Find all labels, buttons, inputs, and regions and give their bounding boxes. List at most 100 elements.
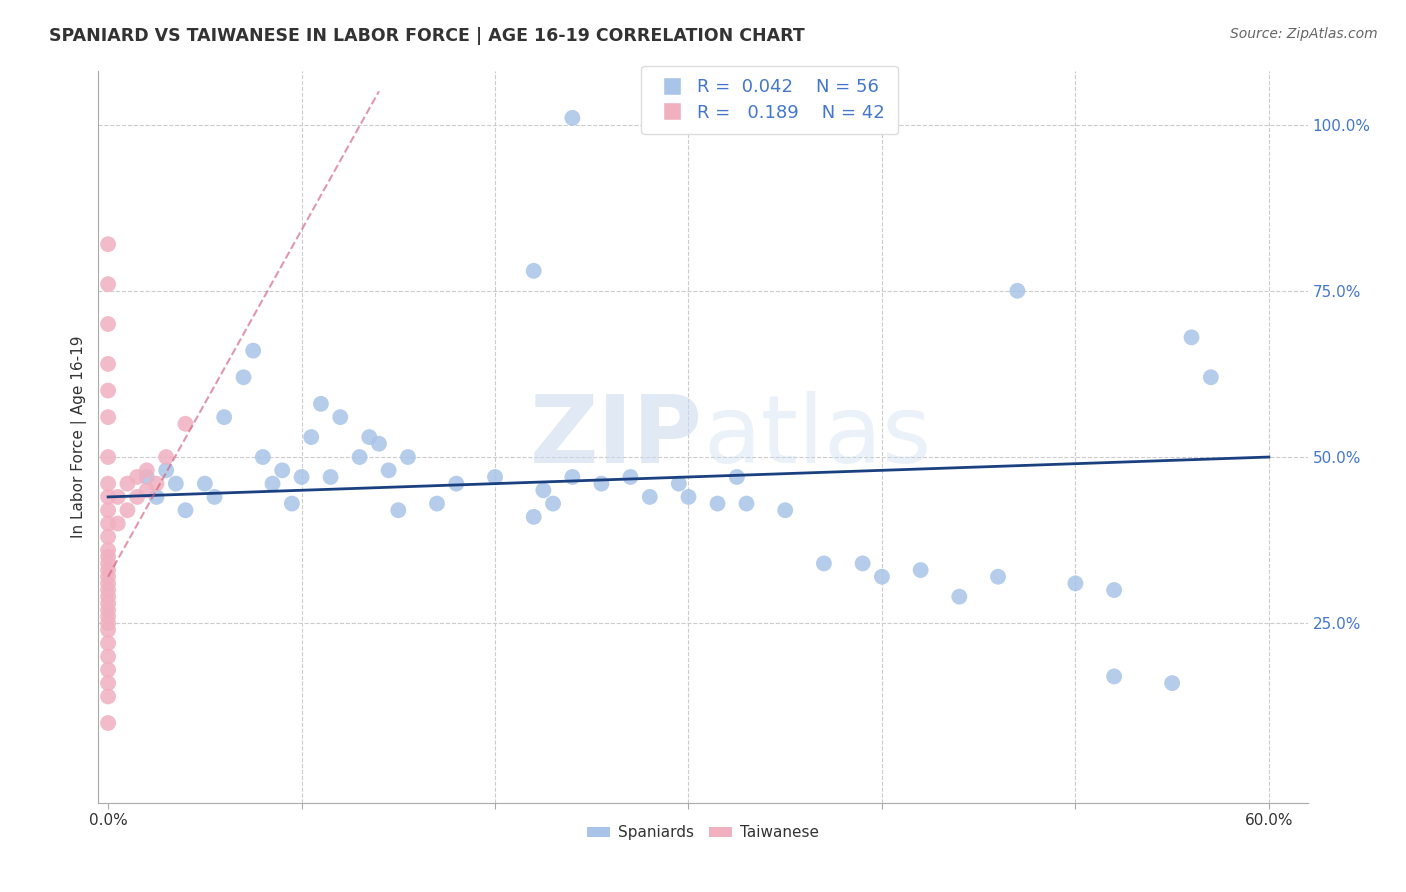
Y-axis label: In Labor Force | Age 16-19: In Labor Force | Age 16-19 [72, 335, 87, 539]
Point [1180, 330, 1202, 344]
Point [117, 476, 139, 491]
Point [561, 111, 583, 125]
Point [262, 476, 284, 491]
Point [359, 430, 381, 444]
Point [232, 370, 254, 384]
Point [212, 410, 235, 425]
Point [97, 690, 120, 704]
Point [426, 497, 449, 511]
Point [541, 497, 564, 511]
Point [97, 237, 120, 252]
Point [194, 476, 217, 491]
Point [1161, 676, 1184, 690]
Point [870, 570, 893, 584]
Point [97, 410, 120, 425]
Point [678, 490, 700, 504]
Point [97, 476, 120, 491]
Point [155, 463, 177, 477]
Point [97, 516, 120, 531]
Point [773, 503, 796, 517]
Point [349, 450, 371, 464]
Point [484, 470, 506, 484]
Point [97, 277, 120, 292]
Point [531, 483, 554, 498]
Point [271, 463, 294, 477]
Point [281, 497, 304, 511]
Point [252, 450, 274, 464]
Point [987, 570, 1010, 584]
Point [165, 476, 187, 491]
Point [706, 497, 728, 511]
Point [1199, 370, 1222, 384]
Point [97, 716, 120, 731]
Point [523, 509, 546, 524]
Point [97, 563, 120, 577]
Text: SPANIARD VS TAIWANESE IN LABOR FORCE | AGE 16-19 CORRELATION CHART: SPANIARD VS TAIWANESE IN LABOR FORCE | A… [49, 27, 806, 45]
Point [309, 397, 332, 411]
Point [174, 417, 197, 431]
Point [561, 470, 583, 484]
Point [107, 490, 129, 504]
Point [377, 463, 399, 477]
Point [948, 590, 970, 604]
Point [97, 384, 120, 398]
Point [319, 470, 342, 484]
Text: atlas: atlas [703, 391, 931, 483]
Point [97, 676, 120, 690]
Point [127, 470, 149, 484]
Point [97, 530, 120, 544]
Point [97, 663, 120, 677]
Point [135, 463, 157, 477]
Point [446, 476, 468, 491]
Point [117, 503, 139, 517]
Point [290, 470, 312, 484]
Point [97, 490, 120, 504]
Point [97, 570, 120, 584]
Point [97, 596, 120, 610]
Point [638, 490, 661, 504]
Point [97, 590, 120, 604]
Point [97, 576, 120, 591]
Point [1102, 582, 1125, 597]
Point [591, 476, 613, 491]
Legend: R =  0.042    N = 56, R =   0.189    N = 42: R = 0.042 N = 56, R = 0.189 N = 42 [641, 66, 897, 135]
Point [145, 490, 167, 504]
Point [242, 343, 264, 358]
Point [97, 623, 120, 637]
Text: ZIP: ZIP [530, 391, 703, 483]
Point [145, 476, 167, 491]
Point [329, 410, 352, 425]
Point [97, 549, 120, 564]
Point [97, 357, 120, 371]
Point [523, 264, 546, 278]
Point [97, 636, 120, 650]
Point [97, 582, 120, 597]
Point [735, 497, 758, 511]
Point [97, 557, 120, 571]
Point [910, 563, 932, 577]
Point [135, 483, 157, 498]
Point [396, 450, 419, 464]
Point [1064, 576, 1087, 591]
Point [97, 616, 120, 631]
Point [97, 450, 120, 464]
Point [97, 543, 120, 558]
Point [97, 603, 120, 617]
Point [155, 450, 177, 464]
Point [387, 503, 409, 517]
Point [299, 430, 322, 444]
Point [1102, 669, 1125, 683]
Point [368, 436, 391, 450]
Point [97, 609, 120, 624]
Point [127, 490, 149, 504]
Point [813, 557, 835, 571]
Point [1007, 284, 1029, 298]
Point [852, 557, 875, 571]
Point [107, 516, 129, 531]
Point [174, 503, 197, 517]
Point [668, 476, 690, 491]
Point [97, 317, 120, 331]
Point [204, 490, 226, 504]
Point [97, 503, 120, 517]
Point [135, 470, 157, 484]
